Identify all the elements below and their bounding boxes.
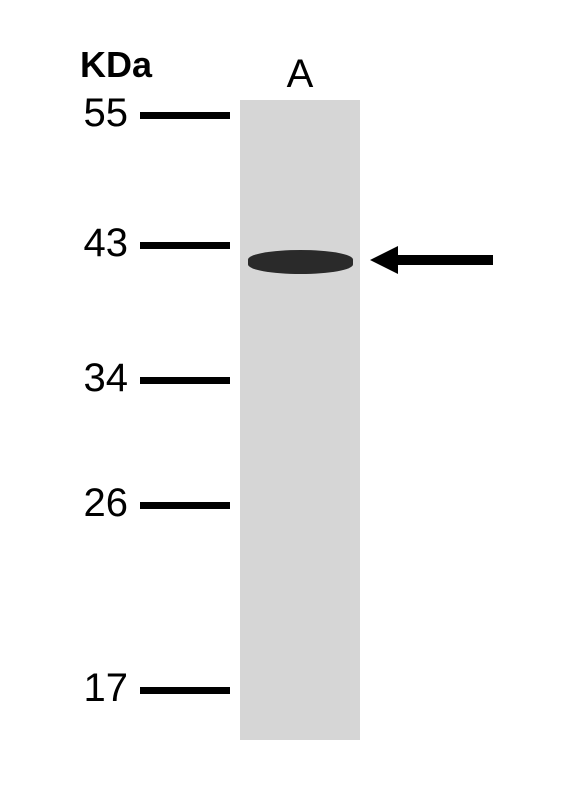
- indicator-arrow-head: [370, 246, 398, 274]
- marker-label-0: 55: [0, 91, 128, 136]
- lane-a: [240, 100, 360, 740]
- unit-label: KDa: [80, 44, 152, 86]
- indicator-arrow-shaft: [398, 255, 493, 265]
- marker-label-4: 17: [0, 666, 128, 711]
- marker-label-3: 26: [0, 481, 128, 526]
- tick-mark-0: [140, 112, 230, 119]
- marker-label-2: 34: [0, 356, 128, 401]
- tick-mark-4: [140, 687, 230, 694]
- tick-mark-1: [140, 242, 230, 249]
- marker-label-1: 43: [0, 221, 128, 266]
- protein-band: [248, 250, 353, 274]
- tick-mark-2: [140, 377, 230, 384]
- tick-mark-3: [140, 502, 230, 509]
- lane-label-a: A: [240, 52, 360, 97]
- western-blot-figure: KDa 55 43 34 26 17 A: [0, 0, 571, 800]
